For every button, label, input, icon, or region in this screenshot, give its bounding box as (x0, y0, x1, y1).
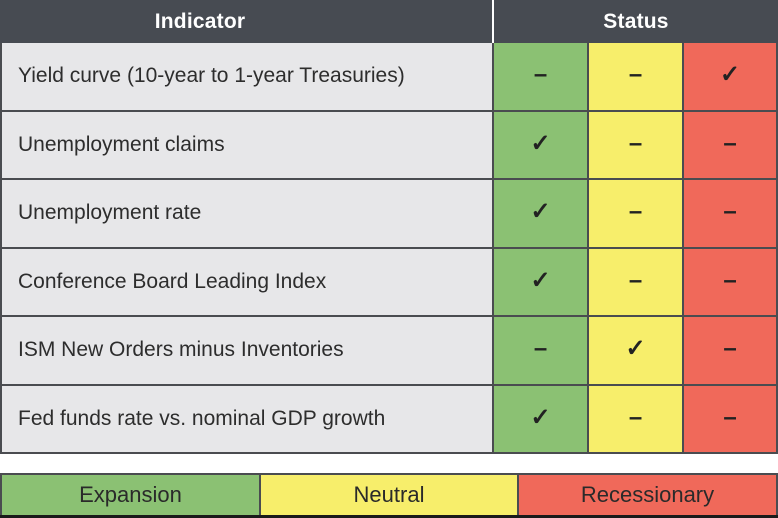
indicator-label: Conference Board Leading Index (18, 269, 327, 293)
status-mark: – (628, 129, 643, 157)
legend: Expansion Neutral Recessionary (0, 473, 778, 515)
status-cell-expansion: ✓ (494, 111, 587, 178)
status-mark: ✓ (625, 335, 646, 363)
indicator-cell: Unemployment rate (2, 180, 492, 247)
status-mark: – (723, 198, 737, 226)
status-mark: – (723, 129, 737, 157)
status-cell-expansion: – (494, 43, 587, 110)
status-mark: ✓ (530, 266, 551, 294)
indicator-label: ISM New Orders minus Inventories (18, 338, 344, 362)
status-mark: – (533, 335, 548, 363)
status-cell-expansion: ✓ (494, 248, 587, 315)
legend-recessionary: Recessionary (519, 475, 776, 515)
legend-neutral: Neutral (261, 475, 517, 515)
status-cell-recessionary: – (684, 248, 776, 315)
status-mark: – (533, 61, 548, 89)
bottom-border (0, 515, 778, 518)
status-mark: – (628, 403, 643, 431)
status-mark: ✓ (530, 129, 551, 157)
legend-recessionary-label: Recessionary (580, 482, 715, 507)
status-cell-neutral: – (589, 111, 682, 178)
status-mark: – (723, 335, 737, 363)
status-mark: ✓ (530, 403, 551, 431)
status-mark: ✓ (719, 61, 741, 89)
indicator-label: Unemployment claims (18, 132, 225, 156)
indicator-label: Yield curve (10-year to 1-year Treasurie… (18, 64, 405, 88)
status-mark: – (628, 61, 643, 89)
legend-neutral-label: Neutral (353, 482, 425, 507)
table-legend-gap (0, 454, 778, 473)
header-indicator: Indicator (154, 9, 246, 33)
indicator-cell: Unemployment claims (2, 111, 492, 178)
indicator-cell: Yield curve (10-year to 1-year Treasurie… (2, 43, 492, 110)
status-mark: – (723, 266, 737, 294)
indicator-cell: ISM New Orders minus Inventories (2, 317, 492, 384)
status-cell-expansion: ✓ (494, 385, 587, 452)
status-cell-neutral: – (589, 43, 682, 110)
status-mark: – (723, 403, 737, 431)
status-mark: – (628, 266, 643, 294)
status-cell-neutral: – (589, 248, 682, 315)
status-cell-expansion: – (494, 317, 587, 384)
header-divider (492, 0, 494, 43)
status-cell-expansion: ✓ (494, 180, 587, 247)
status-cell-recessionary: ✓ (684, 43, 776, 110)
status-cell-neutral: – (589, 180, 682, 247)
status-cell-neutral: ✓ (589, 317, 682, 384)
header-status: Status (603, 9, 669, 33)
status-cell-recessionary: – (684, 111, 776, 178)
legend-expansion: Expansion (2, 475, 259, 515)
indicator-label: Fed funds rate vs. nominal GDP growth (18, 406, 386, 430)
legend-expansion-label: Expansion (79, 482, 182, 507)
indicator-cell: Fed funds rate vs. nominal GDP growth (2, 385, 492, 452)
status-cell-recessionary: – (684, 180, 776, 247)
indicator-cell: Conference Board Leading Index (2, 248, 492, 315)
indicator-label: Unemployment rate (18, 201, 202, 225)
status-mark: – (628, 198, 643, 226)
table-header: Indicator Status (0, 0, 778, 43)
status-cell-neutral: – (589, 385, 682, 452)
status-cell-recessionary: – (684, 385, 776, 452)
table-body: Yield curve (10-year to 1-year Treasurie… (0, 43, 778, 454)
status-mark: ✓ (530, 198, 551, 226)
status-cell-recessionary: – (684, 317, 776, 384)
